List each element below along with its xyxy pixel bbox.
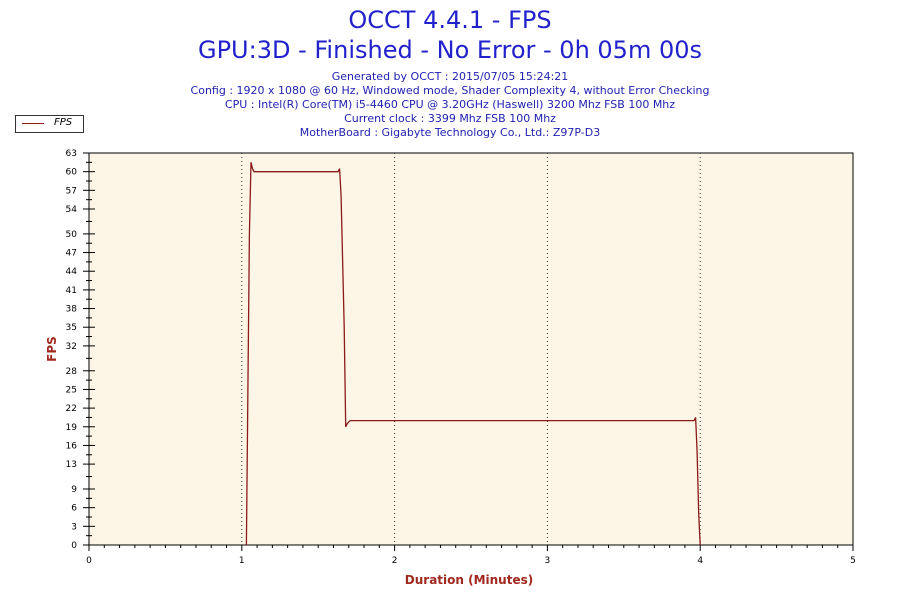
- x-tick-label: 3: [545, 556, 551, 566]
- y-tick-label: 60: [66, 168, 78, 178]
- x-axis-title: Duration (Minutes): [405, 573, 533, 587]
- info-motherboard: MotherBoard : Gigabyte Technology Co., L…: [299, 126, 601, 139]
- info-generated: Generated by OCCT : 2015/07/05 15:24:21: [331, 70, 569, 83]
- chart-title: OCCT 4.4.1 - FPS: [348, 6, 552, 34]
- info-cpu: CPU : Intel(R) Core(TM) i5-4460 CPU @ 3.…: [224, 98, 676, 111]
- y-tick-label: 22: [66, 404, 77, 414]
- y-tick-label: 19: [66, 423, 78, 433]
- y-tick-label: 28: [66, 367, 78, 377]
- y-tick-label: 0: [71, 541, 77, 551]
- y-tick-label: 9: [71, 485, 77, 495]
- y-tick-label: 3: [71, 522, 77, 532]
- legend: FPS: [15, 115, 84, 133]
- info-config: Config : 1920 x 1080 @ 60 Hz, Windowed m…: [190, 84, 710, 97]
- y-tick-label: 6: [71, 504, 77, 514]
- y-tick-label: 63: [66, 149, 77, 159]
- x-tick-label: 2: [392, 556, 398, 566]
- y-tick-label: 41: [66, 286, 77, 296]
- x-tick-label: 0: [86, 556, 92, 566]
- plot-area: [88, 152, 854, 546]
- y-tick-label: 54: [66, 205, 78, 215]
- y-tick-label: 32: [66, 342, 77, 352]
- x-tick-label: 5: [850, 556, 856, 566]
- y-tick-label: 35: [66, 323, 77, 333]
- x-tick-label: 4: [697, 556, 703, 566]
- y-tick-label: 50: [66, 230, 78, 240]
- info-clock: Current clock : 3399 Mhz FSB 100 Mhz: [344, 112, 556, 125]
- legend-label: FPS: [54, 117, 73, 128]
- x-tick-label: 1: [239, 556, 245, 566]
- y-tick-label: 25: [66, 385, 77, 395]
- legend-swatch: [22, 123, 44, 124]
- y-tick-label: 57: [66, 186, 77, 196]
- y-tick-label: 16: [66, 441, 78, 451]
- y-axis-title: FPS: [45, 336, 59, 362]
- y-tick-label: 13: [66, 460, 77, 470]
- y-tick-label: 38: [66, 305, 78, 315]
- series-line-fps: [245, 162, 701, 546]
- y-tick-label: 44: [66, 267, 78, 277]
- y-tick-label: 47: [66, 249, 77, 259]
- chart-subtitle: GPU:3D - Finished - No Error - 0h 05m 00…: [197, 36, 702, 64]
